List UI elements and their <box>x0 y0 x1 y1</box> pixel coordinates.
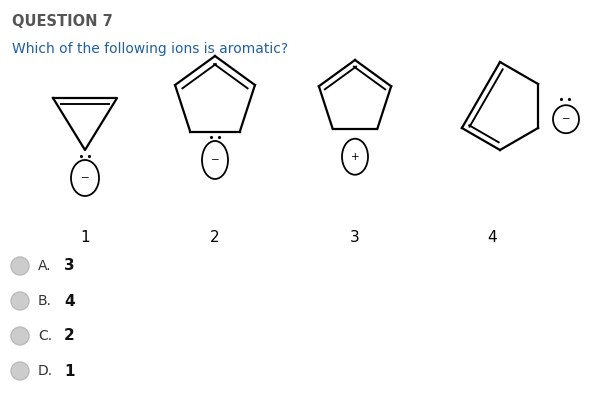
Text: −: − <box>81 173 89 183</box>
Text: −: − <box>561 114 571 124</box>
Text: 3: 3 <box>350 230 360 245</box>
Text: −: − <box>211 155 219 165</box>
Ellipse shape <box>11 327 29 345</box>
Text: +: + <box>351 152 359 162</box>
Text: QUESTION 7: QUESTION 7 <box>12 14 113 29</box>
Text: 2: 2 <box>64 328 75 344</box>
Text: Which of the following ions is aromatic?: Which of the following ions is aromatic? <box>12 42 288 56</box>
Text: 4: 4 <box>64 293 75 309</box>
Text: 2: 2 <box>210 230 220 245</box>
Text: 1: 1 <box>64 363 75 379</box>
Text: B.: B. <box>38 294 52 308</box>
Text: C.: C. <box>38 329 52 343</box>
Text: 3: 3 <box>64 258 75 274</box>
Text: A.: A. <box>38 259 52 273</box>
Text: 1: 1 <box>80 230 90 245</box>
Ellipse shape <box>11 292 29 310</box>
Text: D.: D. <box>38 364 53 378</box>
Ellipse shape <box>11 362 29 380</box>
Ellipse shape <box>11 257 29 275</box>
Text: 4: 4 <box>487 230 497 245</box>
